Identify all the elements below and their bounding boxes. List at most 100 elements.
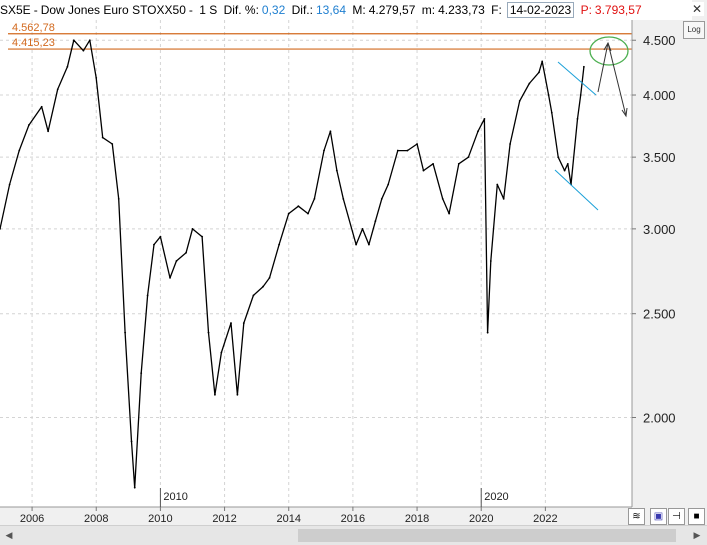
price-point [502,197,505,200]
price-point [82,49,85,52]
x-tick-label: 2010 [148,513,172,525]
price-point [175,260,178,262]
price-point [374,220,377,223]
price-point [130,440,133,443]
price-point [380,197,383,200]
price-point [496,183,499,186]
scroll-right-icon[interactable]: ▶ [693,530,701,540]
price-chart[interactable]: 4.562,78 4.415,23 2.000 2.500 3.000 3.500 4.0… [0,0,707,525]
price-point [56,88,59,91]
scroll-left-icon[interactable]: ◀ [5,530,13,540]
price-point [66,65,69,68]
price-point [557,156,560,159]
period: 1 S [199,3,218,17]
zoom-icon[interactable]: ≋ [628,508,645,525]
color-square-icon[interactable]: ■ [688,508,705,525]
price-point [169,276,171,279]
price-point [40,105,43,108]
price-point [8,183,11,186]
y-tick-label: 2.000 [643,411,676,426]
price-point [95,77,98,79]
y-tick-label: 3.500 [643,150,676,165]
horizontal-scrollbar[interactable]: ◀ ▶ [0,525,707,545]
y-axis: 2.000 2.500 3.000 3.500 4.000 4.500 [632,33,676,426]
price-point [18,149,21,152]
price-point [541,60,544,63]
price-point [140,372,143,375]
price-point [262,285,264,288]
price-point [467,156,470,159]
x-tick-label: 2012 [212,513,236,525]
price-point [448,212,451,215]
x-tick-label: 2016 [341,513,365,525]
difpct-label: Dif. %: [223,3,259,17]
price-point [230,322,232,324]
price-point [483,117,486,120]
x-tick-label: 2006 [20,513,44,525]
save-icon[interactable]: ▣ [650,508,667,525]
price-point [432,162,434,165]
close-icon[interactable]: ✕ [690,2,704,16]
symbol: SX5E [0,3,31,17]
price-point [457,162,460,165]
arrow-head-up [603,41,612,52]
log-scale-button[interactable]: Log [683,21,705,39]
price-point [201,235,204,238]
target-circle [589,36,629,66]
date-label: F: [491,3,502,17]
price-point [342,197,345,200]
price-point [323,149,325,152]
max-value: 4.279,57 [368,3,416,17]
dif-value: 13,64 [315,3,346,17]
price-point [185,251,187,254]
price-point [329,130,332,133]
price-point [518,99,521,102]
level-label: 4.415,23 [12,37,55,49]
price-point [566,162,569,165]
channel-lower-line [554,169,599,211]
price-point [538,71,540,74]
price-point [207,331,210,334]
max-label: M: [352,3,366,17]
price-point [236,393,239,396]
price-point [563,169,566,172]
price-point [422,169,425,172]
dif-label: Dif.: [291,3,313,17]
price-point [159,235,162,238]
price-point [146,294,149,297]
price-point [313,197,316,200]
x-axis: 2006 2008 2010 2012 2014 2016 2018 2020 2022 [20,507,558,525]
min-label: m: [421,3,436,17]
price-point [220,351,223,354]
price-point [416,143,418,145]
price-point [0,227,1,230]
price-point [214,393,216,396]
price-point [528,82,531,85]
scrollbar-thumb[interactable] [298,529,676,542]
level-lines: 4.562,78 4.415,23 [8,22,632,50]
y-tick-label: 4.000 [643,88,676,103]
price-point [72,39,75,42]
x-tick-label: 2020 [469,513,493,525]
price-point [547,94,550,96]
separator: - [33,3,38,17]
price-point [406,149,409,152]
price-value: 3.793,57 [594,3,642,17]
x-tick-label: 2018 [405,513,429,525]
price-point [441,197,444,200]
price-point [278,243,281,246]
price-point [111,143,114,145]
price-point [287,212,290,215]
price-point [355,243,358,246]
price-point [242,322,245,324]
pin-icon[interactable]: ⊣ [668,508,685,525]
price-point [368,243,370,246]
price-point [307,212,309,215]
price-point [579,94,582,96]
price-point [124,331,127,334]
annotations [554,36,629,211]
y-tick-label: 3.000 [643,222,676,237]
plot-area [0,20,632,507]
price-point [117,197,120,200]
price-point [268,276,271,279]
